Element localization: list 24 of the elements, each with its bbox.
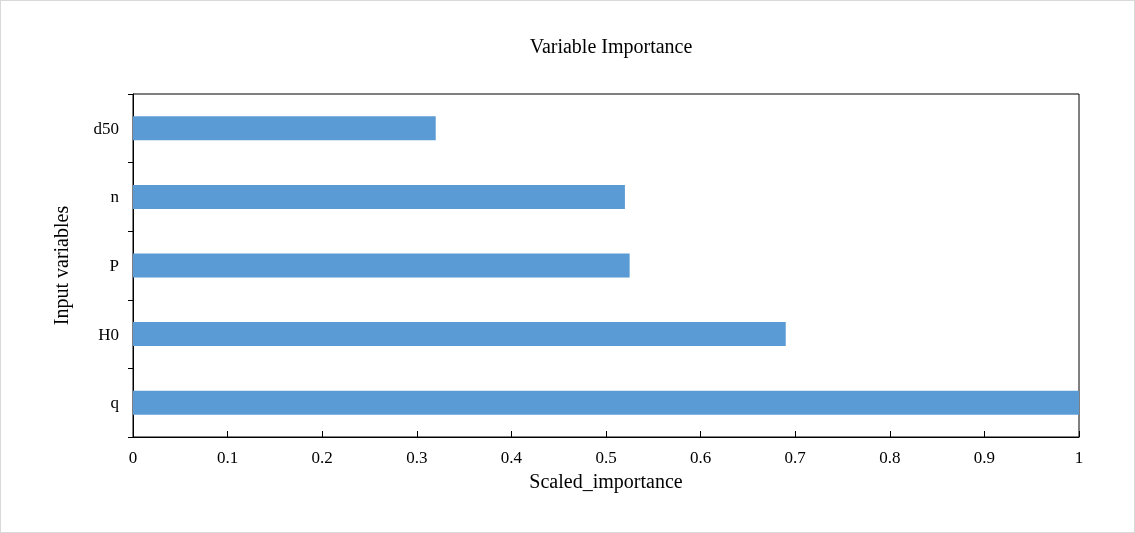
bar <box>133 390 1079 415</box>
bar <box>133 322 786 347</box>
x-tick-label: 0.1 <box>216 448 239 467</box>
chart-title: Variable Importance <box>529 35 693 58</box>
x-axis-title: Scaled_importance <box>529 470 683 493</box>
y-axis-title: Input variables <box>50 205 73 326</box>
y-tick-label: d50 <box>93 118 119 138</box>
x-tick-label: 0.7 <box>784 448 807 467</box>
x-tick-label: 0.8 <box>879 448 901 467</box>
x-tick-label: 0.5 <box>595 448 617 467</box>
y-tick-label: n <box>110 187 120 207</box>
bar <box>133 184 625 209</box>
x-tick-label: 0 <box>128 448 138 467</box>
bar <box>133 116 436 141</box>
x-tick-label: 1 <box>1074 448 1084 467</box>
x-tick-label: 0.4 <box>500 448 523 467</box>
x-tick-label: 0.3 <box>406 448 428 467</box>
y-tick-label: H0 <box>98 324 119 344</box>
x-tick-label: 0.6 <box>689 448 712 467</box>
y-tick-label: P <box>109 256 119 275</box>
x-tick-label: 0.9 <box>973 448 996 467</box>
y-tick-label: q <box>110 393 120 413</box>
bar <box>133 253 630 278</box>
x-tick-label: 0.2 <box>311 448 333 467</box>
